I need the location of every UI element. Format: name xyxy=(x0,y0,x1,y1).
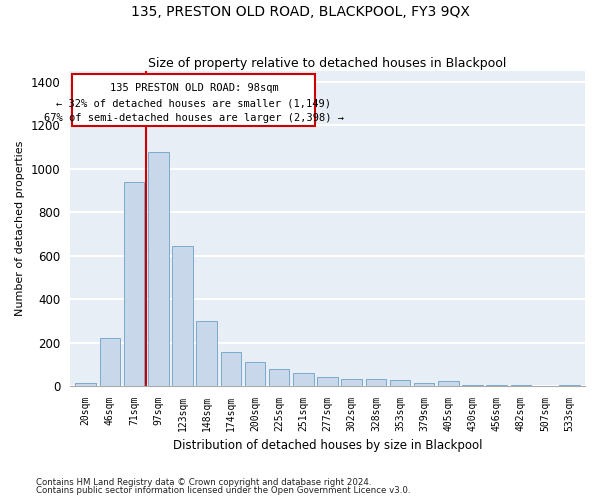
Bar xyxy=(463,385,483,386)
Bar xyxy=(390,380,410,386)
Bar xyxy=(148,152,169,386)
Bar xyxy=(124,182,145,386)
Bar xyxy=(172,246,193,386)
Title: Size of property relative to detached houses in Blackpool: Size of property relative to detached ho… xyxy=(148,56,507,70)
Bar xyxy=(414,383,434,386)
FancyBboxPatch shape xyxy=(73,74,316,126)
Text: Contains public sector information licensed under the Open Government Licence v3: Contains public sector information licen… xyxy=(36,486,410,495)
Bar xyxy=(341,378,362,386)
Bar xyxy=(511,385,531,386)
Bar xyxy=(293,373,314,386)
Bar xyxy=(269,369,289,386)
Text: 67% of semi-detached houses are larger (2,398) →: 67% of semi-detached houses are larger (… xyxy=(44,114,344,124)
Bar xyxy=(221,352,241,386)
Bar xyxy=(196,321,217,386)
Bar xyxy=(245,362,265,386)
Text: Contains HM Land Registry data © Crown copyright and database right 2024.: Contains HM Land Registry data © Crown c… xyxy=(36,478,371,487)
Y-axis label: Number of detached properties: Number of detached properties xyxy=(15,140,25,316)
Bar xyxy=(365,378,386,386)
Text: 135 PRESTON OLD ROAD: 98sqm: 135 PRESTON OLD ROAD: 98sqm xyxy=(110,83,278,93)
Text: ← 32% of detached houses are smaller (1,149): ← 32% of detached houses are smaller (1,… xyxy=(56,98,331,108)
Bar xyxy=(487,385,507,386)
Bar xyxy=(100,338,120,386)
Bar xyxy=(559,385,580,386)
Text: 135, PRESTON OLD ROAD, BLACKPOOL, FY3 9QX: 135, PRESTON OLD ROAD, BLACKPOOL, FY3 9Q… xyxy=(131,5,469,19)
Bar xyxy=(438,381,458,386)
X-axis label: Distribution of detached houses by size in Blackpool: Distribution of detached houses by size … xyxy=(173,440,482,452)
Bar xyxy=(317,378,338,386)
Bar xyxy=(76,383,96,386)
